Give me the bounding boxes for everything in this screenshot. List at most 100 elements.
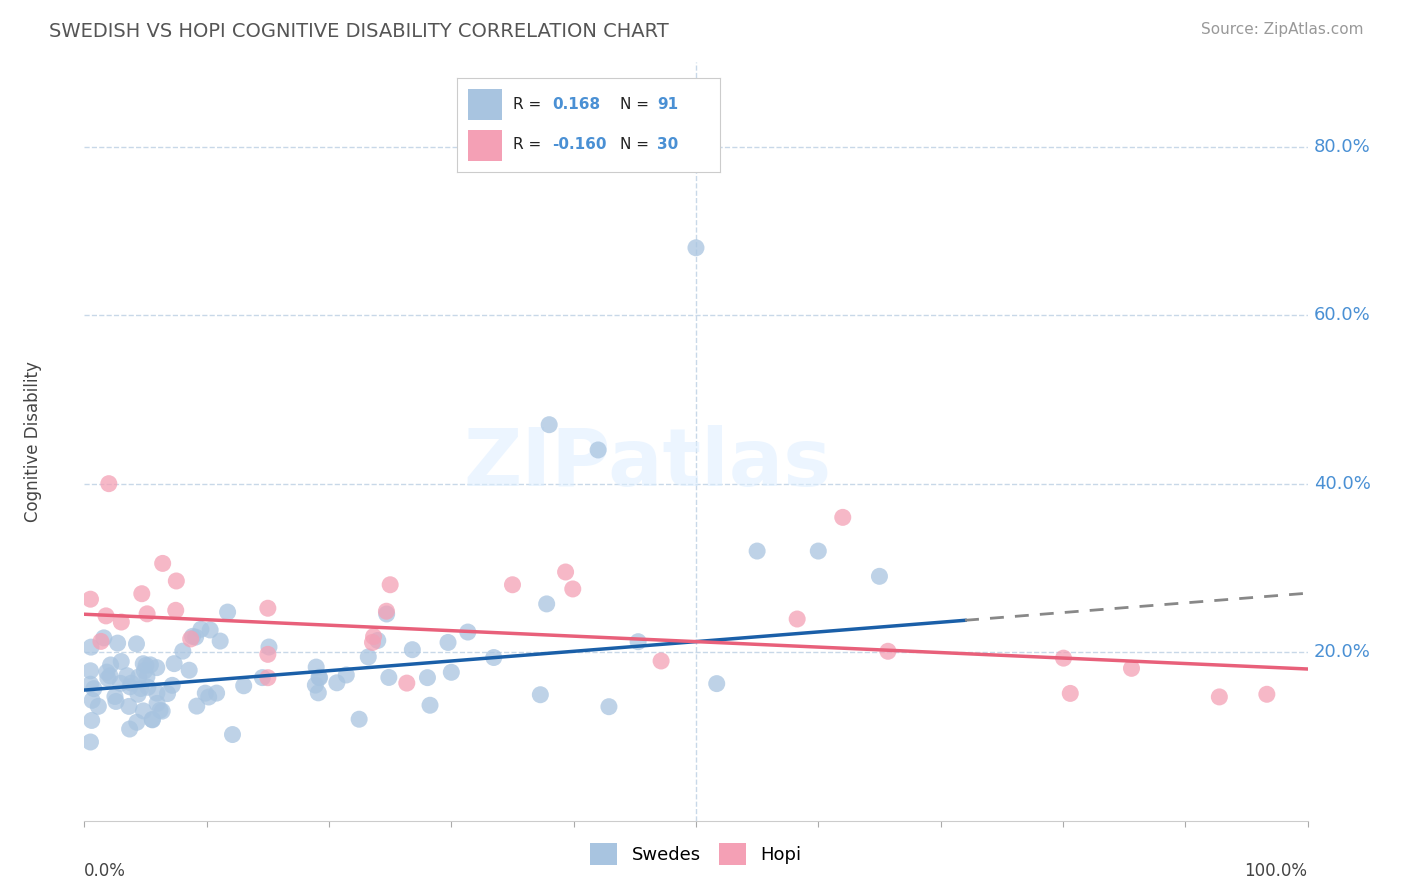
Point [134, 664, 156, 678]
Point [786, 612, 808, 626]
Point [831, 510, 853, 524]
Point [598, 699, 620, 714]
Point [357, 649, 380, 664]
Point [115, 668, 138, 682]
Point [118, 680, 141, 694]
Point [79, 735, 101, 749]
Point [135, 670, 157, 684]
Point [146, 697, 169, 711]
Point [305, 660, 328, 674]
Point [160, 678, 183, 692]
Text: 80.0%: 80.0% [1313, 137, 1371, 156]
Point [221, 727, 243, 741]
Point [132, 657, 155, 671]
Point [1052, 651, 1074, 665]
Point [395, 676, 418, 690]
Point [83, 681, 105, 696]
Point [146, 686, 169, 700]
Point [347, 712, 370, 726]
Point [197, 690, 219, 704]
Point [141, 713, 163, 727]
Point [80, 640, 103, 654]
Point [747, 544, 769, 558]
Point [146, 660, 169, 674]
Point [457, 625, 479, 640]
Point [198, 623, 221, 637]
Point [205, 686, 228, 700]
Point [561, 582, 583, 596]
Point [139, 657, 162, 672]
Point [100, 657, 122, 672]
Point [79, 664, 101, 678]
Point [180, 632, 202, 646]
Text: 0.0%: 0.0% [84, 863, 127, 880]
Point [93, 631, 115, 645]
Text: 60.0%: 60.0% [1313, 306, 1371, 324]
Text: 40.0%: 40.0% [1313, 475, 1371, 492]
Point [80, 714, 103, 728]
Point [186, 699, 208, 714]
Point [217, 605, 239, 619]
Text: 20.0%: 20.0% [1313, 643, 1371, 661]
Point [363, 630, 385, 644]
Point [257, 640, 280, 654]
Point [110, 655, 132, 669]
Point [375, 607, 398, 621]
Point [129, 681, 152, 696]
Point [125, 637, 148, 651]
Point [586, 442, 609, 457]
Text: SWEDISH VS HOPI COGNITIVE DISABILITY CORRELATION CHART: SWEDISH VS HOPI COGNITIVE DISABILITY COR… [49, 22, 669, 41]
Point [79, 592, 101, 607]
Point [307, 686, 329, 700]
Point [156, 687, 179, 701]
Point [132, 704, 155, 718]
Point [181, 629, 204, 643]
Point [554, 565, 576, 579]
Point [367, 633, 389, 648]
Point [128, 670, 150, 684]
Text: ZIPatlas: ZIPatlas [463, 425, 831, 503]
Point [87, 699, 110, 714]
Point [440, 665, 463, 680]
Point [104, 694, 127, 708]
Point [141, 713, 163, 727]
Point [706, 676, 728, 690]
Point [79, 677, 101, 691]
Point [416, 671, 439, 685]
Point [120, 676, 142, 690]
Point [149, 703, 172, 717]
Point [184, 630, 207, 644]
Point [482, 650, 505, 665]
Point [190, 622, 212, 636]
Point [536, 597, 558, 611]
Point [96, 665, 118, 679]
Point [627, 634, 650, 648]
Point [150, 704, 173, 718]
Point [375, 604, 398, 618]
Point [127, 687, 149, 701]
Point [179, 663, 201, 677]
Point [401, 642, 423, 657]
Point [110, 615, 132, 629]
Point [97, 672, 120, 686]
Point [1059, 686, 1081, 700]
Point [807, 544, 830, 558]
Point [257, 648, 280, 662]
Point [131, 587, 153, 601]
Point [118, 699, 141, 714]
Point [335, 668, 357, 682]
Text: Source: ZipAtlas.com: Source: ZipAtlas.com [1201, 22, 1364, 37]
Point [378, 670, 401, 684]
Point [685, 241, 707, 255]
Point [94, 608, 117, 623]
Point [529, 688, 551, 702]
Point [361, 635, 384, 649]
Point [257, 671, 280, 685]
Point [1121, 661, 1143, 675]
Point [104, 690, 127, 704]
Point [163, 657, 186, 671]
Point [419, 698, 441, 713]
Point [136, 607, 159, 621]
Point [869, 569, 891, 583]
Point [1256, 687, 1278, 701]
